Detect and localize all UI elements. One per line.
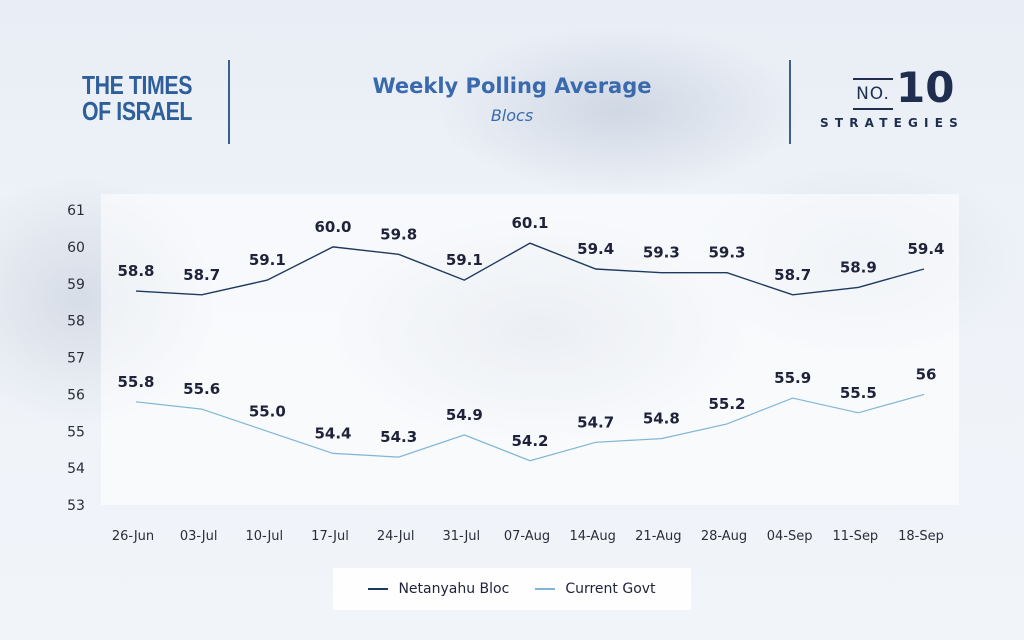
x-tick-label: 28-Aug [701, 529, 747, 544]
x-tick-label: 21-Aug [635, 529, 681, 544]
chart-subtitle: Blocs [490, 106, 534, 125]
y-tick-label: 60 [67, 240, 85, 256]
data-label-govt: 55.2 [708, 395, 745, 413]
x-tick-label: 10-Jul [246, 529, 284, 544]
header-divider-right [789, 60, 791, 144]
data-label-govt: 55.5 [840, 384, 877, 402]
plot-area [101, 194, 959, 505]
data-label-govt: 56 [916, 365, 937, 383]
data-label-netanyahu: 58.8 [117, 262, 154, 280]
y-tick-label: 58 [67, 314, 85, 330]
y-tick-label: 53 [67, 498, 85, 514]
x-tick-label: 07-Aug [504, 529, 550, 544]
x-tick-label: 26-Jun [112, 529, 154, 544]
data-label-netanyahu: 58.7 [183, 266, 220, 284]
x-tick-label: 18-Sep [898, 529, 944, 544]
x-tick-label: 04-Sep [767, 529, 813, 544]
data-label-govt: 54.9 [446, 406, 483, 424]
legend-item-netanyahu: Netanyahu Bloc [368, 581, 509, 597]
y-tick-label: 57 [67, 351, 85, 367]
legend-label-netanyahu: Netanyahu Bloc [398, 581, 510, 597]
no-number: 10 [896, 63, 955, 112]
y-tick-label: 55 [67, 424, 85, 440]
data-label-netanyahu: 59.1 [446, 251, 483, 269]
y-tick-label: 59 [67, 277, 85, 293]
data-label-govt: 55.6 [183, 380, 220, 398]
legend-swatch-govt [535, 588, 556, 590]
x-tick-label: 24-Jul [377, 529, 415, 544]
y-tick-label: 54 [67, 461, 85, 477]
data-label-netanyahu: 58.7 [774, 266, 811, 284]
x-tick-label: 31-Jul [443, 529, 481, 544]
no10-strategies-logo: NO. 10 STRATEGIES [820, 64, 1000, 140]
header-divider-left [228, 60, 230, 144]
data-label-netanyahu: 58.9 [840, 258, 877, 276]
data-label-govt: 54.2 [511, 432, 548, 450]
data-label-netanyahu: 59.3 [708, 244, 745, 262]
y-tick-label: 56 [67, 387, 85, 403]
data-label-govt: 54.3 [380, 428, 417, 446]
data-label-govt: 55.9 [774, 369, 811, 387]
chart-title: Weekly Polling Average [372, 74, 652, 98]
x-tick-label: 17-Jul [311, 529, 349, 544]
data-label-netanyahu: 59.1 [249, 251, 286, 269]
logo-line-1: THE TIMES [82, 70, 193, 100]
series-line-netanyahu [135, 242, 925, 296]
x-tick-label: 03-Jul [180, 529, 218, 544]
x-tick-label: 14-Aug [569, 529, 615, 544]
series-line-govt [135, 393, 925, 462]
chart-legend: Netanyahu Bloc Current Govt [333, 568, 691, 610]
data-label-netanyahu: 59.8 [380, 225, 417, 243]
x-tick-label: 11-Sep [832, 529, 878, 544]
data-label-netanyahu: 59.4 [577, 240, 614, 258]
data-label-govt: 54.4 [314, 424, 351, 442]
no-mark: NO. [853, 78, 893, 110]
data-label-netanyahu: 60.1 [511, 214, 548, 232]
data-label-govt: 55.8 [117, 373, 154, 391]
logo-line-2: OF ISRAEL [82, 96, 193, 126]
legend-label-govt: Current Govt [565, 581, 656, 597]
strategies-word: STRATEGIES [820, 116, 964, 130]
data-label-netanyahu: 59.4 [907, 240, 944, 258]
y-tick-label: 61 [67, 203, 85, 219]
data-label-netanyahu: 59.3 [643, 244, 680, 262]
data-label-govt: 55.0 [249, 402, 286, 420]
legend-swatch-netanyahu [368, 588, 389, 590]
data-label-govt: 54.8 [643, 410, 680, 428]
legend-item-govt: Current Govt [535, 581, 656, 597]
times-of-israel-logo: THE TIMES OF ISRAEL [82, 72, 192, 124]
data-label-govt: 54.7 [577, 413, 614, 431]
data-label-netanyahu: 60.0 [314, 218, 351, 236]
